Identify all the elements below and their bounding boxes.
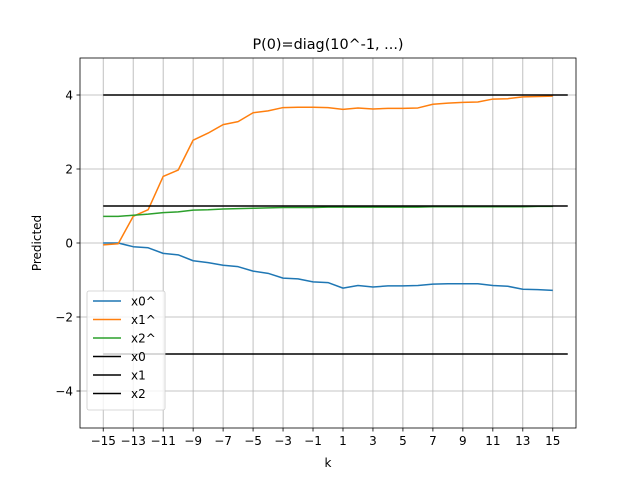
x-tick-label: −9: [184, 434, 202, 448]
series-line-2: [103, 95, 553, 246]
legend-box: [86, 290, 166, 411]
x-tick-label: 5: [399, 434, 407, 448]
y-tick-label: −4: [55, 385, 73, 399]
x-axis-label: k: [325, 456, 332, 470]
x-tick-label: 7: [429, 434, 437, 448]
legend-label: x2^: [131, 332, 156, 346]
legend-label: x1^: [131, 313, 156, 327]
grid-lines: [80, 58, 576, 428]
x-tick-label: −15: [91, 434, 116, 448]
series-line-1: [103, 242, 553, 292]
x-tick-label: 15: [545, 434, 560, 448]
series-lines: [103, 94, 568, 355]
y-tick-label: 2: [65, 163, 73, 177]
x-tick-label: −1: [304, 434, 322, 448]
x-tick-label: 1: [339, 434, 347, 448]
x-tick-label: −13: [121, 434, 146, 448]
legend: x0^ x1^ x2^ x0 x1 x2: [86, 290, 166, 411]
y-tick-label: −2: [55, 311, 73, 325]
x-tick-label: 3: [369, 434, 377, 448]
chart-title: P(0)=diag(10^-1, ...): [252, 37, 403, 53]
x-tick-label: −3: [274, 434, 292, 448]
legend-label: x0^: [131, 295, 156, 309]
x-tick-label: −5: [244, 434, 262, 448]
y-axis-label: Predicted: [30, 215, 44, 271]
y-tick-label: 4: [65, 89, 73, 103]
legend-label: x0: [131, 350, 146, 364]
x-tick-label: 9: [459, 434, 467, 448]
y-tick-label: 0: [65, 237, 73, 251]
legend-label: x2: [131, 387, 146, 401]
x-tick-label: −7: [214, 434, 232, 448]
series-line-3: [103, 205, 553, 218]
x-tick-label: 13: [515, 434, 530, 448]
legend-label: x1: [131, 369, 146, 383]
x-tick-label: 11: [485, 434, 500, 448]
x-tick-label: −11: [151, 434, 176, 448]
